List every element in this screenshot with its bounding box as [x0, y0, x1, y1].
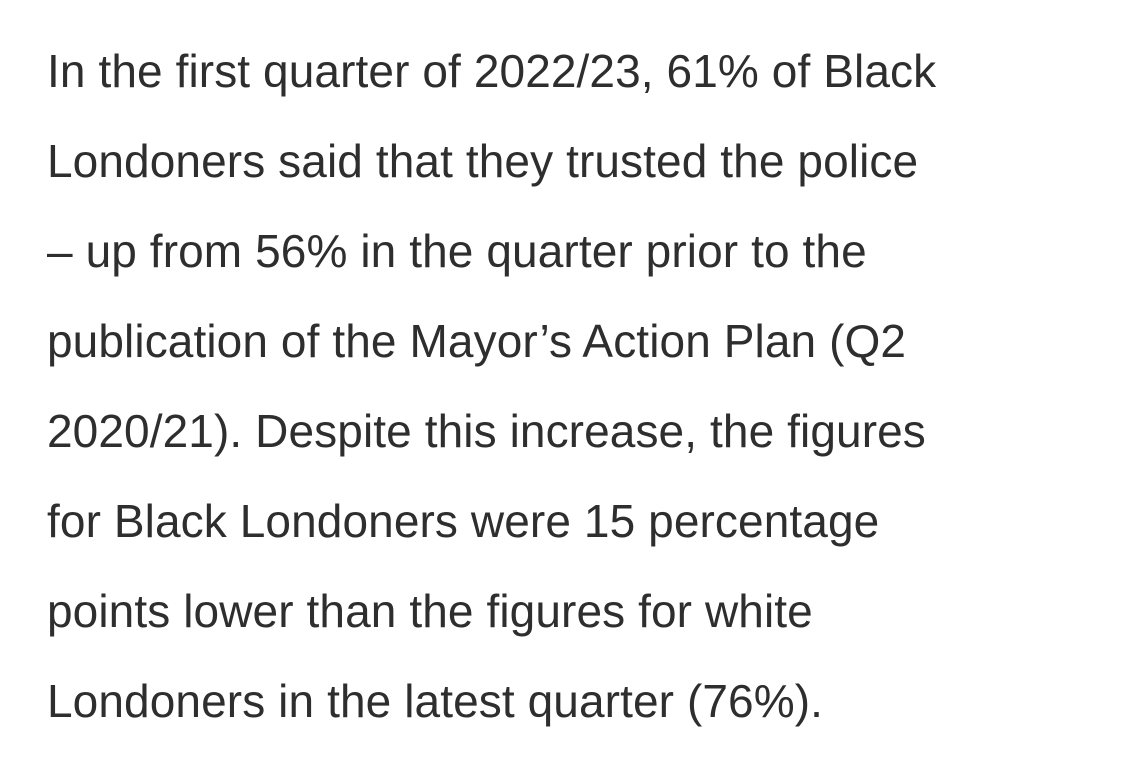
paragraph-line: publication of the Mayor’s Action Plan (… [47, 315, 907, 367]
body-paragraph: In the first quarter of 2022/23, 61% of … [47, 26, 1095, 746]
paragraph-line: In the first quarter of 2022/23, 61% of … [47, 45, 937, 97]
paragraph-line: Londoners in the latest quarter (76%). [47, 675, 824, 727]
paragraph-line: points lower than the figures for white [47, 585, 813, 637]
paragraph-line: 2020/21). Despite this increase, the fig… [47, 405, 926, 457]
paragraph-line: – up from 56% in the quarter prior to th… [47, 225, 867, 277]
paragraph-line: for Black Londoners were 15 percentage [47, 495, 880, 547]
paragraph-line: Londoners said that they trusted the pol… [47, 135, 919, 187]
